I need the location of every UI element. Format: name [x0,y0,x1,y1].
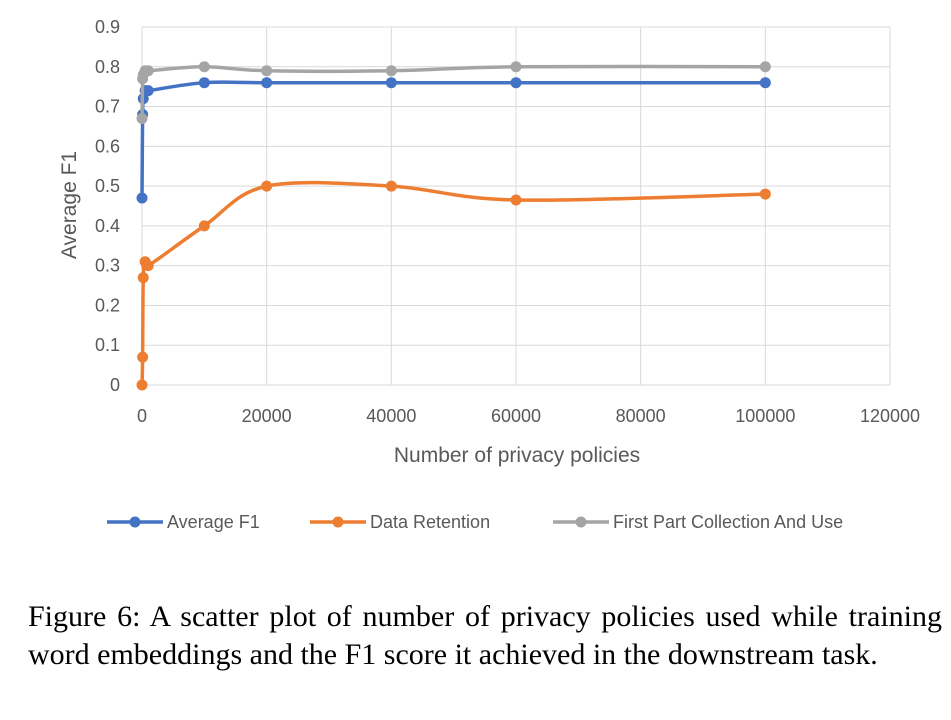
y-tick-label: 0.1 [95,335,120,355]
y-tick-label: 0.6 [95,136,120,156]
data-point [510,194,522,206]
data-point [142,85,154,97]
data-point [261,65,273,77]
x-tick-label: 80000 [616,406,666,426]
data-point [385,65,397,77]
y-tick-label: 0.7 [95,97,120,117]
x-tick-label: 100000 [735,406,795,426]
series-line [140,80,768,200]
series-data-retention [136,180,771,391]
series-first-part-collection-and-use [136,61,771,124]
y-axis-title: Average F1 [58,151,81,259]
data-point [759,61,771,73]
legend-swatch-marker [332,516,344,528]
data-point [142,260,154,272]
legend-swatch-marker [575,516,587,528]
y-tick-label: 0 [110,375,120,395]
data-point [137,272,149,284]
data-point [261,180,273,192]
data-point [385,180,397,192]
data-point [261,77,273,89]
y-tick-label: 0.2 [95,295,120,315]
y-tick-label: 0.4 [95,216,120,236]
y-tick-label: 0.5 [95,176,120,196]
data-point [510,77,522,89]
y-tick-label: 0.8 [95,57,120,77]
x-tick-label: 60000 [491,406,541,426]
series-average-f1 [136,77,771,204]
data-point [136,112,148,124]
legend-label: Average F1 [167,512,260,532]
chart: 0 0.1 0.2 0.3 0.4 0.5 0.6 0.7 0.8 0.9 0 20000 40000… [58,17,920,532]
data-point [759,77,771,89]
x-axis-ticks: 0 20000 40000 60000 80000 100000 120000 [137,406,920,426]
figure-caption: Figure 6: A scatter plot of number of pr… [28,600,942,671]
y-tick-label: 0.3 [95,256,120,276]
series-layer [136,61,771,391]
legend: Average F1 Data Retention First Part Colle… [107,512,843,532]
data-point [510,61,522,73]
legend-label: First Part Collection And Use [613,512,843,532]
series-line [140,180,768,387]
data-point [198,220,210,232]
legend-item: First Part Collection And Use [553,512,843,532]
data-point [136,379,148,391]
data-point [198,61,210,73]
data-point [142,65,154,77]
data-point [385,77,397,89]
data-point [198,77,210,89]
x-tick-label: 120000 [860,406,920,426]
legend-swatch-marker [129,516,141,528]
legend-item: Average F1 [107,512,260,532]
legend-label: Data Retention [370,512,490,532]
series-line [140,64,768,121]
data-point [759,188,771,200]
x-tick-label: 40000 [366,406,416,426]
y-axis-ticks: 0 0.1 0.2 0.3 0.4 0.5 0.6 0.7 0.8 0.9 [95,17,120,395]
data-point [136,192,148,204]
x-tick-label: 20000 [242,406,292,426]
legend-item: Data Retention [310,512,490,532]
x-tick-label: 0 [137,406,147,426]
data-point [137,351,149,363]
y-tick-label: 0.9 [95,17,120,37]
x-axis-title: Number of privacy policies [394,444,640,467]
